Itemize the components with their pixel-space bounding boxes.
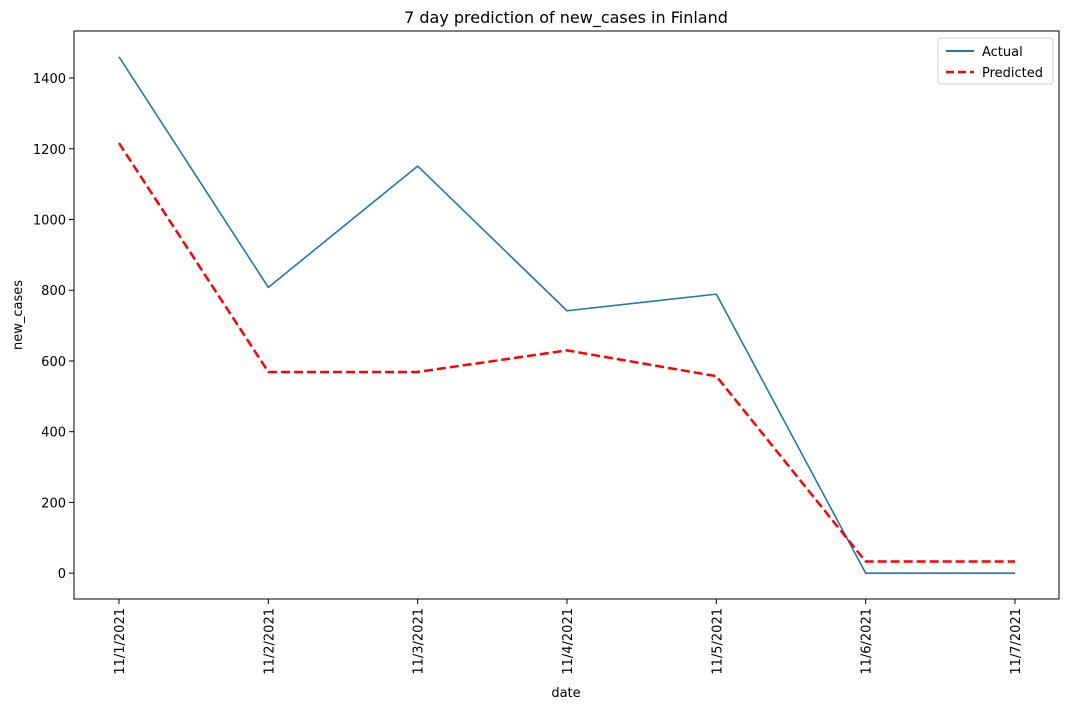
x-axis-label: date: [551, 686, 580, 701]
y-axis-label: new_cases: [11, 280, 26, 350]
chart-title: 7 day prediction of new_cases in Finland: [404, 8, 728, 28]
x-tick-label: 11/3/2021: [412, 608, 427, 675]
legend-label-predicted: Predicted: [982, 66, 1043, 81]
y-tick-label: 1400: [33, 72, 66, 87]
legend-label-actual: Actual: [982, 45, 1023, 60]
y-tick-label: 200: [41, 496, 66, 511]
y-tick-label: 400: [41, 426, 66, 441]
legend-box: [937, 37, 1054, 85]
legend: Actual Predicted: [937, 37, 1054, 85]
plot-area: [73, 30, 1060, 600]
x-tick-label: 11/5/2021: [710, 608, 725, 675]
y-tick-label: 0: [58, 567, 66, 582]
series-line-actual: [118, 56, 1015, 574]
y-tick-label: 1000: [33, 214, 66, 229]
x-tick-label: 11/6/2021: [860, 608, 875, 675]
x-tick-label: 11/1/2021: [113, 608, 128, 675]
x-tick-label: 11/4/2021: [561, 608, 576, 675]
x-tick-label: 11/2/2021: [262, 608, 277, 675]
series-line-predicted: [117, 142, 1015, 563]
x-axis: 11/1/2021 11/2/2021 11/3/2021 11/4/2021 11/5…: [113, 599, 1024, 675]
series-layer: [117, 56, 1016, 574]
y-tick-label: 800: [41, 284, 66, 299]
y-axis: 0 200 400 600 800 1000 1200 1400: [33, 72, 74, 582]
y-tick-label: 600: [41, 355, 66, 370]
y-tick-label: 1200: [33, 143, 66, 158]
x-tick-label: 11/7/2021: [1009, 608, 1024, 675]
